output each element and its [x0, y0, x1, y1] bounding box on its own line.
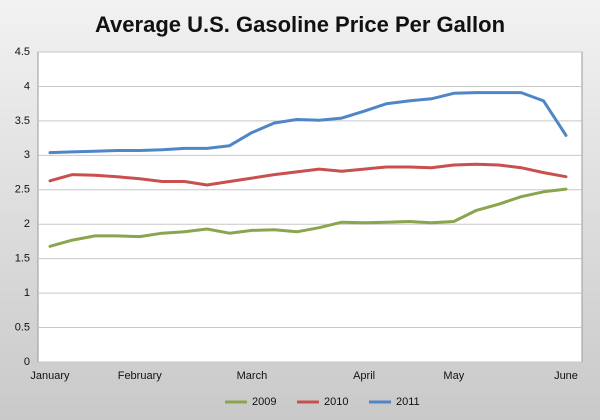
y-tick-label: 1.5 — [15, 253, 30, 265]
y-tick-label: 2.5 — [15, 184, 30, 196]
y-tick-label: 0 — [24, 356, 30, 368]
line-series — [48, 187, 568, 248]
line-series — [48, 162, 568, 187]
y-tick-label: 3.5 — [15, 115, 30, 127]
x-tick-label: February — [118, 370, 163, 382]
x-tick-label: March — [237, 370, 268, 382]
legend-label: 2011 — [396, 396, 420, 408]
x-tick-label: January — [30, 370, 70, 382]
y-tick-label: 3 — [24, 149, 30, 161]
y-tick-label: 4.5 — [15, 46, 30, 58]
y-tick-label: 0.5 — [15, 321, 30, 333]
line-series — [48, 91, 568, 155]
y-tick-label: 2 — [24, 218, 30, 230]
x-tick-label: May — [443, 370, 464, 382]
y-tick-label: 1 — [24, 287, 30, 299]
plot-area — [37, 51, 583, 363]
y-tick-label: 4 — [24, 80, 30, 92]
x-tick-label: June — [554, 370, 578, 382]
chart-title: Average U.S. Gasoline Price Per Gallon — [95, 12, 505, 37]
x-tick-label: April — [353, 370, 375, 382]
legend-label: 2010 — [324, 396, 348, 408]
legend-label: 2009 — [252, 396, 276, 408]
